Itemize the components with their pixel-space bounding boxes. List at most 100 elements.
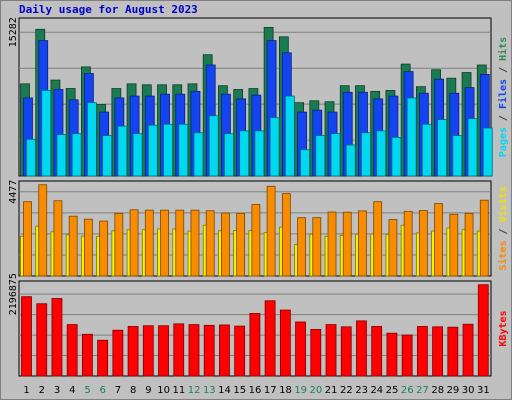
xtick-label-day-18: 18	[279, 385, 292, 396]
bar-pages-day-2	[41, 90, 52, 177]
bar-kbytes-day-14	[219, 324, 230, 377]
bar-kbytes-day-15	[234, 325, 246, 377]
bar-pages-day-5	[87, 102, 97, 177]
bar-sites-day-21	[327, 211, 337, 277]
bar-pages-day-31	[482, 127, 493, 177]
bar-pages-day-14	[224, 133, 234, 177]
bar-sites-day-8	[129, 209, 139, 277]
xtick-label-day-2: 2	[39, 385, 45, 396]
xtick-label-day-20: 20	[310, 385, 323, 396]
bar-sites-day-28	[434, 203, 444, 277]
bar-kbytes-day-24	[371, 326, 383, 377]
xtick-label-day-19: 19	[294, 385, 307, 396]
legend-bottom: KBytes	[498, 310, 509, 346]
xtick-label-day-16: 16	[249, 385, 262, 396]
bar-kbytes-day-18	[279, 309, 291, 377]
bar-sites-day-9	[144, 209, 154, 277]
panel-top: 15282 Pages / Files / Hits	[8, 17, 509, 177]
xtick-label-day-27: 27	[416, 385, 429, 396]
legend-item-top-4: Hits	[497, 37, 509, 61]
bar-pages-day-3	[56, 134, 67, 177]
bar-pages-day-8	[132, 133, 143, 177]
bar-pages-day-25	[391, 137, 402, 177]
bar-sites-day-20	[312, 217, 322, 277]
bar-sites-day-31	[479, 199, 489, 277]
bar-pages-day-9	[147, 124, 158, 177]
bar-sites-day-13	[205, 210, 215, 277]
xtick-label-day-21: 21	[325, 385, 338, 396]
bar-sites-day-4	[68, 215, 78, 277]
xtick-label-day-30: 30	[462, 385, 475, 396]
bar-pages-day-24	[376, 130, 387, 177]
bar-pages-day-15	[239, 130, 250, 177]
bar-pages-day-4	[71, 133, 82, 177]
bar-sites-day-3	[53, 200, 63, 277]
bar-kbytes-day-13	[203, 324, 215, 377]
bar-pages-day-20	[315, 135, 326, 177]
bar-pages-day-6	[102, 135, 113, 177]
xtick-label-day-8: 8	[130, 385, 136, 396]
legend-item-middle-1: /	[498, 222, 509, 240]
bar-pages-day-21	[330, 133, 341, 177]
bar-sites-day-27	[418, 210, 428, 277]
bar-kbytes-day-23	[356, 320, 367, 377]
bar-kbytes-day-29	[447, 326, 459, 377]
legend-item-bottom-0: KBytes	[498, 310, 509, 346]
chart-title: Daily usage for August 2023	[19, 3, 198, 16]
xtick-label-day-13: 13	[203, 385, 216, 396]
xtick-label-day-7: 7	[115, 385, 121, 396]
bar-sites-day-22	[342, 211, 352, 277]
xtick-label-day-14: 14	[218, 385, 231, 396]
xtick-label-day-4: 4	[69, 385, 75, 396]
bar-kbytes-day-11	[173, 323, 185, 377]
bar-kbytes-day-21	[325, 324, 337, 377]
bar-kbytes-day-17	[264, 300, 276, 377]
xtick-label-day-28: 28	[431, 385, 444, 396]
bar-kbytes-day-9	[142, 325, 154, 377]
bar-sites-day-6	[99, 220, 109, 277]
xtick-label-day-26: 26	[401, 385, 414, 396]
bar-sites-day-7	[114, 212, 124, 277]
legend-middle: Sites / Visits	[497, 186, 509, 270]
xtick-label-day-22: 22	[340, 385, 353, 396]
bar-pages-day-28	[437, 119, 448, 177]
xtick-label-day-25: 25	[386, 385, 399, 396]
legend-item-top-1: /	[498, 109, 509, 127]
bar-kbytes-day-16	[249, 313, 261, 377]
panel-bottom: 2196875 KBytes	[8, 273, 509, 377]
bar-pages-day-7	[117, 125, 128, 177]
bar-pages-day-27	[421, 123, 432, 177]
bar-kbytes-day-3	[51, 298, 63, 377]
xtick-label-day-3: 3	[54, 385, 60, 396]
bar-kbytes-day-6	[97, 339, 109, 377]
bar-pages-day-30	[467, 118, 478, 177]
bar-pages-day-13	[208, 115, 219, 177]
bar-sites-day-14	[221, 212, 230, 277]
bar-sites-day-29	[449, 213, 459, 277]
panel-middle: 4477 Sites / Visits	[8, 180, 509, 277]
bar-kbytes-day-28	[432, 326, 444, 377]
bar-kbytes-day-20	[310, 329, 322, 377]
bar-pages-day-16	[254, 130, 265, 177]
bar-kbytes-day-22	[340, 326, 352, 377]
legend-item-top-2: Files	[497, 79, 509, 109]
bar-sites-day-5	[84, 218, 93, 277]
xtick-label-day-23: 23	[355, 385, 368, 396]
xtick-label-day-5: 5	[84, 385, 90, 396]
bar-sites-day-30	[464, 212, 474, 277]
bar-pages-day-18	[284, 95, 295, 177]
bar-kbytes-day-7	[112, 329, 124, 377]
bar-kbytes-day-1	[21, 296, 32, 377]
bar-sites-day-11	[175, 209, 185, 277]
xtick-label-day-24: 24	[370, 385, 383, 396]
bar-pages-day-17	[269, 117, 280, 177]
xtick-label-day-1: 1	[23, 385, 29, 396]
bar-kbytes-day-8	[127, 326, 139, 377]
bar-pages-day-26	[406, 97, 417, 177]
xtick-label-day-15: 15	[233, 385, 246, 396]
bar-sites-day-19	[297, 217, 306, 277]
bar-sites-day-2	[38, 184, 48, 277]
bar-pages-day-1	[26, 138, 36, 177]
bar-kbytes-day-10	[158, 325, 169, 377]
bar-pages-day-12	[193, 132, 204, 177]
